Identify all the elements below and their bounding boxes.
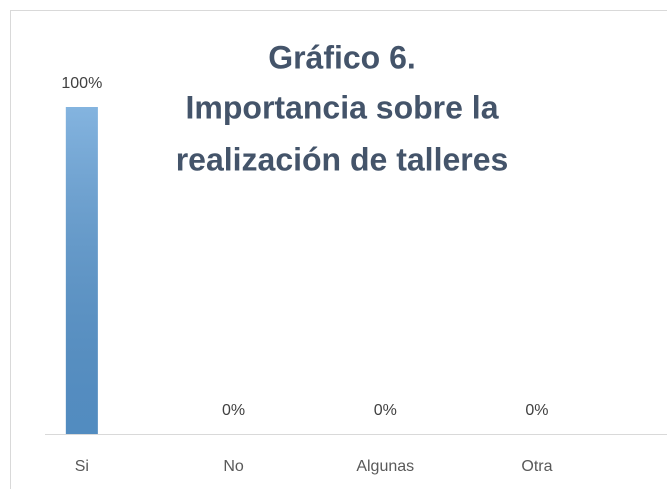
x-tick-label: Si bbox=[75, 458, 89, 475]
x-tick-label: No bbox=[223, 458, 244, 475]
data-label: 0% bbox=[525, 402, 548, 419]
x-tick-label: Algunas bbox=[356, 458, 414, 475]
data-label: 0% bbox=[222, 402, 245, 419]
data-label: 100% bbox=[61, 75, 102, 92]
chart-title: realización de talleres bbox=[176, 141, 509, 177]
x-tick-label: Otra bbox=[521, 458, 552, 475]
bar-shade bbox=[65, 107, 98, 434]
data-label: 0% bbox=[374, 402, 397, 419]
chart-title: Importancia sobre la bbox=[186, 89, 499, 125]
chart-frame bbox=[10, 10, 667, 489]
chart-title: Gráfico 6. bbox=[268, 39, 416, 75]
